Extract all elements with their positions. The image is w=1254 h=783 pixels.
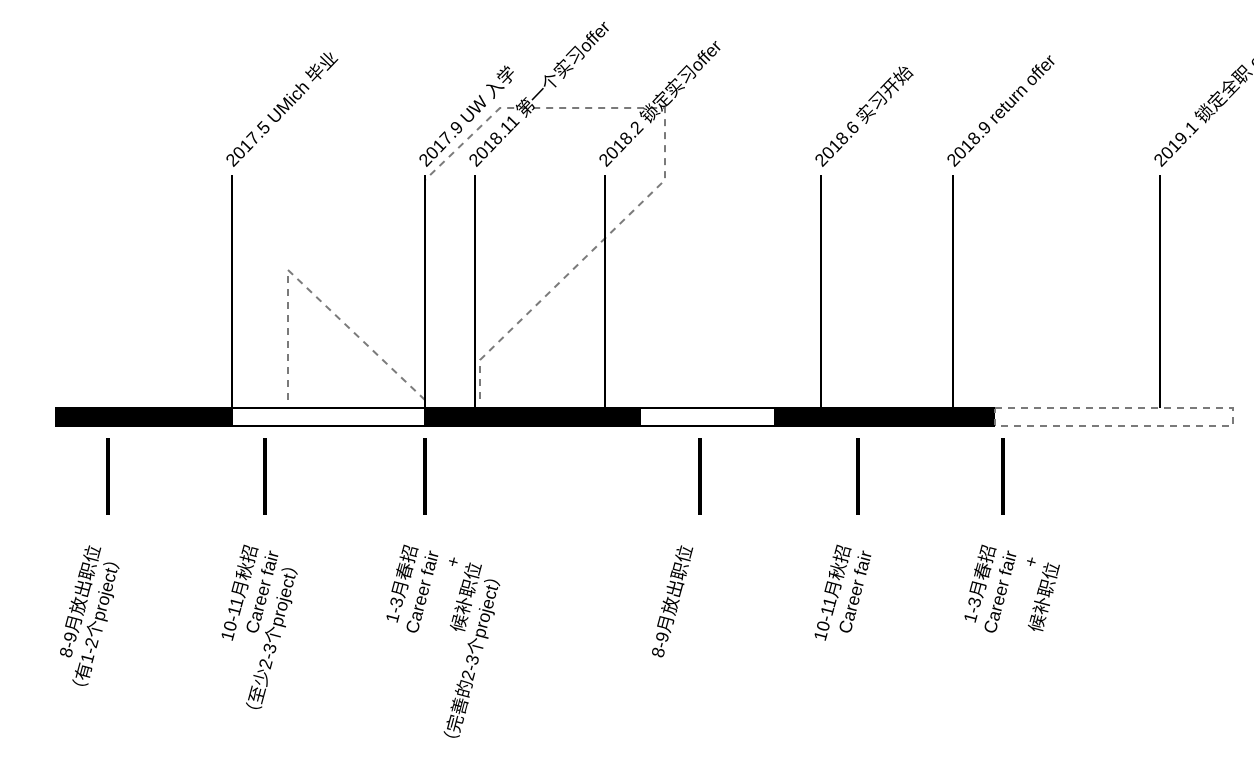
bottom-label-group-aug-sep-jobs-1: 8-9月放出职位（有1-2个project） bbox=[46, 543, 126, 701]
bottom-label-group-spring-fair-1: 1-3月春招Career fair+候补职位（完善的2-3个project） bbox=[354, 543, 507, 753]
event-label-return-offer: 2018.9 return offer bbox=[943, 50, 1060, 170]
event-label-group-return-offer: 2018.9 return offer bbox=[943, 50, 1060, 170]
timeline-segment-open bbox=[232, 408, 425, 426]
event-label-group-intern-start: 2018.6 实习开始 bbox=[811, 62, 917, 171]
bottom-label-group-fall-fair-1: 10-11月秋招Career fair（至少2-3个project） bbox=[198, 543, 304, 724]
event-label-group-lock-intern: 2018.2 锁定实习offer bbox=[595, 36, 726, 171]
bottom-label-spring-fair-2-line2: + bbox=[1020, 554, 1042, 569]
timeline-segment-open bbox=[640, 408, 775, 426]
timeline-segment-dashed bbox=[995, 408, 1233, 426]
bottom-label-spring-fair-1-line2: + bbox=[442, 554, 464, 569]
bottom-label-spring-fair-2-line3: 候补职位 bbox=[1026, 560, 1064, 635]
timeline-segment-solid bbox=[775, 408, 995, 426]
bottom-label-group-aug-sep-jobs-2: 8-9月放出职位 bbox=[647, 543, 696, 660]
event-label-intern-start: 2018.6 实习开始 bbox=[811, 62, 917, 171]
event-label-umich-grad: 2017.5 UMich 毕业 bbox=[222, 47, 342, 170]
event-label-lock-intern: 2018.2 锁定实习offer bbox=[595, 36, 726, 171]
timeline-segment-solid bbox=[55, 408, 232, 426]
timeline-diagram: 2017.5 UMich 毕业2017.9 UW 入学2018.11 第一个实习… bbox=[0, 0, 1254, 783]
bottom-label-group-fall-fair-2: 10-11月秋招Career fair bbox=[810, 543, 876, 649]
bottom-label-group-spring-fair-2: 1-3月春招Career fair+候补职位 bbox=[959, 543, 1064, 647]
event-label-group-umich-grad: 2017.5 UMich 毕业 bbox=[222, 47, 342, 170]
event-label-group-lock-fulltime: 2019.1 锁定全职 offer bbox=[1150, 33, 1254, 171]
event-label-lock-fulltime: 2019.1 锁定全职 offer bbox=[1150, 33, 1254, 171]
timeline-segment-solid bbox=[425, 408, 640, 426]
bottom-label-aug-sep-jobs-2-line0: 8-9月放出职位 bbox=[647, 543, 696, 660]
